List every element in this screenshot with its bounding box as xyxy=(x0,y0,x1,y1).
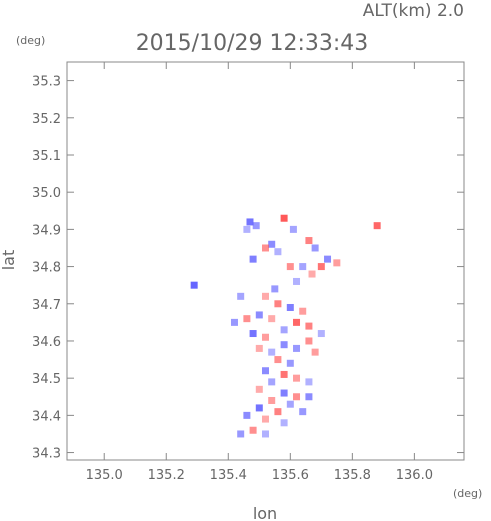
heatmap-cell xyxy=(255,344,263,352)
heatmap-cell xyxy=(262,367,269,375)
heatmap-cell xyxy=(305,322,313,330)
heatmap-cell xyxy=(271,285,279,293)
alt-label: ALT(km) 2.0 xyxy=(363,1,464,21)
heatmap-cells xyxy=(190,214,381,438)
heatmap-cell xyxy=(293,277,301,285)
y-tick-label: 34.4 xyxy=(32,409,61,424)
heatmap-cell xyxy=(305,337,313,345)
heatmap-cell xyxy=(293,344,301,352)
heatmap-cell xyxy=(268,396,276,404)
y-tick-label: 34.9 xyxy=(32,223,61,238)
y-tick-label: 34.3 xyxy=(32,447,61,462)
heatmap-cell xyxy=(268,240,276,248)
heatmap-cell xyxy=(280,389,288,397)
heatmap-cell xyxy=(286,400,294,408)
heatmap-cell xyxy=(293,393,301,401)
heatmap-cell xyxy=(252,222,260,230)
x-tick-label: 135.4 xyxy=(210,468,247,483)
heatmap-cell xyxy=(280,370,288,378)
heatmap-cell xyxy=(305,378,313,386)
heatmap-cell xyxy=(286,303,294,311)
heatmap-cell xyxy=(305,237,313,245)
heatmap-cell xyxy=(243,411,251,419)
heatmap-cell xyxy=(280,341,288,349)
heatmap-cell xyxy=(286,359,294,367)
heatmap-cell xyxy=(280,326,288,334)
heatmap-cell xyxy=(293,374,301,382)
heatmap-cell xyxy=(333,259,341,267)
x-tick-label: 135.0 xyxy=(86,468,123,483)
heatmap-cell xyxy=(243,315,251,323)
heatmap-cell xyxy=(237,292,245,300)
heatmap-cell xyxy=(190,281,198,289)
heatmap-cell xyxy=(293,318,301,326)
heatmap-cell xyxy=(286,263,294,271)
heatmap-cell xyxy=(274,356,282,364)
x-axis-label: lon xyxy=(253,504,277,521)
heatmap-cell xyxy=(262,430,269,438)
heatmap-cell xyxy=(280,214,288,222)
heatmap-cell xyxy=(255,311,263,319)
heatmap-cell xyxy=(249,330,257,338)
heatmap-cell xyxy=(255,385,263,393)
heatmap-cell xyxy=(305,393,313,401)
heatmap-cell xyxy=(249,426,257,434)
heatmap-cell xyxy=(262,415,269,423)
heatmap-cell xyxy=(243,225,251,233)
plot-frame xyxy=(66,61,465,461)
heatmap-cell xyxy=(311,348,319,356)
x-tick-label: 135.2 xyxy=(148,468,185,483)
y-tick-label: 34.7 xyxy=(32,298,61,313)
y-axis-label: lat xyxy=(0,250,18,271)
heatmap-cell xyxy=(274,408,282,416)
y-unit-label: (deg) xyxy=(16,34,45,47)
heatmap-cell xyxy=(299,307,307,315)
heatmap-cell xyxy=(317,263,325,271)
timestamp-title: 2015/10/29 12:33:43 xyxy=(136,31,369,56)
heatmap-cell xyxy=(317,330,325,338)
y-tick-label: 35.3 xyxy=(32,75,61,90)
heatmap-cell xyxy=(268,378,276,386)
heatmap-cell xyxy=(308,270,316,278)
y-tick-label: 34.6 xyxy=(32,335,61,350)
heatmap-cell xyxy=(299,408,307,416)
heatmap-cell xyxy=(262,292,269,300)
heatmap-cell xyxy=(311,244,319,252)
x-tick-label: 136.0 xyxy=(396,468,433,483)
y-tick-label: 34.8 xyxy=(32,261,61,276)
heatmap-cell xyxy=(255,404,263,412)
heatmap-cell xyxy=(246,218,254,226)
heatmap-cell xyxy=(289,225,297,233)
heatmap-cell xyxy=(299,263,307,271)
heatmap-cell xyxy=(237,430,245,438)
axis-ticks: 135.0 135.2 135.4 135.6 135.8 136.0 34.3 34.4 34… xyxy=(32,62,464,483)
heatmap-cell xyxy=(262,244,269,252)
x-tick-label: 135.6 xyxy=(272,468,309,483)
y-tick-label: 34.5 xyxy=(32,372,61,387)
heatmap-cell xyxy=(230,318,238,326)
heatmap-cell xyxy=(262,333,269,341)
heatmap-cell xyxy=(249,255,257,263)
y-tick-label: 35.2 xyxy=(32,112,61,127)
heatmap-cell xyxy=(324,255,332,263)
y-tick-label: 35.1 xyxy=(32,149,61,164)
heatmap-cell xyxy=(274,300,282,308)
x-unit-label: (deg) xyxy=(453,487,482,500)
heatmap-cell xyxy=(373,222,381,230)
heatmap-cell xyxy=(280,419,288,427)
heatmap-cell xyxy=(274,248,282,256)
x-tick-label: 135.8 xyxy=(334,468,371,483)
heatmap-cell xyxy=(268,348,276,356)
heatmap-cell xyxy=(268,315,276,323)
y-tick-label: 35.0 xyxy=(32,186,61,201)
